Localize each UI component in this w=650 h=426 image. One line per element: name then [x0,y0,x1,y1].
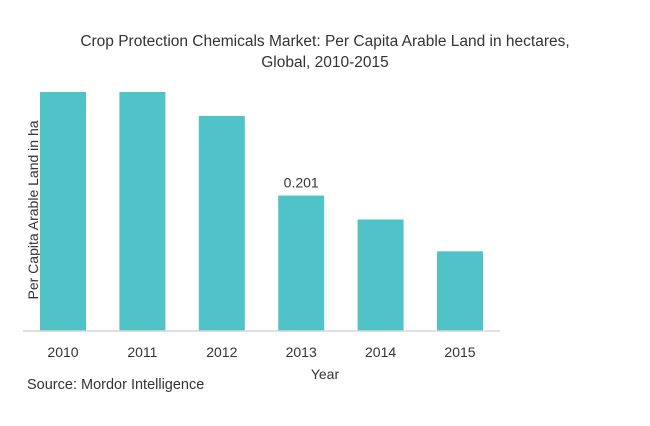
bar-2013 [278,195,325,331]
y-axis-label: Per Capita Arable Land in ha [25,120,41,299]
bar-2011 [119,92,166,331]
data-label: 0.201 [284,175,319,191]
x-tick-label: 2011 [127,344,157,360]
x-tick-label: 2015 [444,344,475,360]
x-tick-label: 2012 [206,344,237,360]
chart-title-line1: Crop Protection Chemicals Market: Per Ca… [80,33,569,50]
x-tick-label: 2010 [47,344,78,360]
bar-2015 [437,251,483,331]
bar-2014 [357,219,404,331]
x-tick-label: 2013 [286,344,317,360]
source-note: Source: Mordor Intelligence [27,377,204,393]
x-axis-label: Year [311,366,340,382]
bar-2012 [198,115,245,332]
chart-title-line2: Global, 2010-2015 [261,54,389,71]
bar-2010 [40,92,86,331]
x-tick-label: 2014 [365,344,396,360]
